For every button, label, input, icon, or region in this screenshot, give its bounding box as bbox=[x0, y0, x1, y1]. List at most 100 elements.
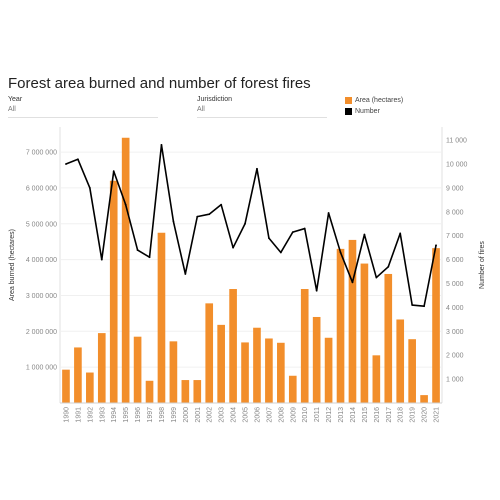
bar[interactable] bbox=[62, 369, 70, 403]
line-point[interactable] bbox=[339, 251, 342, 254]
line-point[interactable] bbox=[112, 170, 115, 173]
jurisdiction-filter-value[interactable]: All bbox=[197, 106, 205, 113]
bar[interactable] bbox=[145, 380, 154, 403]
x-tick-label: 2021 bbox=[434, 407, 441, 423]
bar[interactable] bbox=[312, 316, 321, 403]
y-tick-label: 7 000 000 bbox=[26, 150, 57, 157]
bar[interactable] bbox=[229, 289, 237, 403]
x-tick-label: 2017 bbox=[386, 407, 393, 423]
line-point[interactable] bbox=[136, 249, 139, 251]
line-point[interactable] bbox=[124, 203, 127, 206]
bar[interactable] bbox=[420, 395, 428, 403]
x-tick-label: 1995 bbox=[123, 407, 130, 423]
bar[interactable] bbox=[133, 336, 142, 403]
bar[interactable] bbox=[300, 289, 309, 403]
bar[interactable] bbox=[97, 333, 106, 403]
bar[interactable] bbox=[372, 355, 381, 403]
number-series-line[interactable] bbox=[65, 144, 437, 308]
line-point[interactable] bbox=[399, 232, 402, 235]
bar[interactable] bbox=[360, 263, 369, 403]
bar[interactable] bbox=[74, 347, 82, 403]
line-point[interactable] bbox=[387, 265, 390, 268]
bar[interactable] bbox=[348, 239, 357, 403]
line-point[interactable] bbox=[65, 163, 67, 165]
y2-tick-label: 1 000 bbox=[446, 377, 464, 384]
bar[interactable] bbox=[324, 337, 333, 403]
bar[interactable] bbox=[217, 324, 225, 403]
line-point[interactable] bbox=[208, 213, 211, 216]
x-tick-label: 2001 bbox=[195, 407, 202, 423]
line-point[interactable] bbox=[232, 246, 234, 249]
x-tick-label: 2003 bbox=[219, 407, 226, 423]
line-point[interactable] bbox=[411, 304, 414, 306]
bar[interactable] bbox=[241, 342, 249, 403]
line-point[interactable] bbox=[220, 203, 223, 206]
line-point[interactable] bbox=[303, 227, 306, 230]
x-tick-label: 2015 bbox=[362, 407, 369, 423]
line-point[interactable] bbox=[172, 220, 175, 223]
legend: Area (hectares) Number bbox=[345, 95, 403, 117]
x-tick-label: 2012 bbox=[326, 407, 333, 423]
x-tick-label: 2010 bbox=[302, 407, 309, 423]
line-point[interactable] bbox=[268, 237, 270, 240]
line-point[interactable] bbox=[279, 251, 282, 254]
legend-item-area[interactable]: Area (hectares) bbox=[345, 95, 403, 106]
line-point[interactable] bbox=[363, 233, 366, 236]
y-tick-label: 3 000 000 bbox=[26, 293, 57, 300]
y2-tick-label: 10 000 bbox=[446, 162, 468, 169]
x-tick-label: 2013 bbox=[338, 407, 345, 423]
line-point[interactable] bbox=[315, 289, 318, 292]
line-point[interactable] bbox=[184, 273, 187, 275]
x-tick-label: 2014 bbox=[350, 407, 357, 423]
line-point[interactable] bbox=[423, 305, 425, 308]
jurisdiction-filter[interactable]: Jurisdiction All bbox=[197, 96, 232, 113]
line-point[interactable] bbox=[244, 222, 246, 225]
bar[interactable] bbox=[408, 339, 416, 403]
year-filter[interactable]: Year All bbox=[8, 96, 22, 113]
bar[interactable] bbox=[181, 380, 190, 403]
bar[interactable] bbox=[396, 319, 405, 403]
legend-label-number: Number bbox=[355, 108, 380, 115]
x-tick-label: 2016 bbox=[374, 407, 381, 423]
line-point[interactable] bbox=[435, 244, 437, 247]
bar[interactable] bbox=[169, 341, 178, 403]
x-tick-label: 2002 bbox=[207, 407, 214, 423]
bar[interactable] bbox=[193, 380, 202, 403]
line-point[interactable] bbox=[256, 167, 258, 170]
legend-item-number[interactable]: Number bbox=[345, 106, 403, 117]
x-tick-label: 2019 bbox=[410, 407, 417, 423]
bar[interactable] bbox=[384, 273, 393, 403]
line-point[interactable] bbox=[160, 144, 163, 146]
y2-tick-label: 2 000 bbox=[446, 353, 464, 360]
x-tick-label: 1998 bbox=[159, 407, 166, 423]
bar[interactable] bbox=[157, 232, 166, 403]
bar[interactable] bbox=[432, 248, 440, 403]
bar[interactable] bbox=[253, 327, 261, 403]
line-point[interactable] bbox=[77, 158, 79, 161]
bar[interactable] bbox=[205, 303, 214, 403]
bar[interactable] bbox=[86, 372, 94, 403]
line-point[interactable] bbox=[375, 276, 378, 279]
bar[interactable] bbox=[336, 248, 345, 403]
bar[interactable] bbox=[121, 137, 130, 404]
line-point[interactable] bbox=[291, 231, 294, 234]
y2-tick-label: 4 000 bbox=[446, 305, 464, 312]
line-point[interactable] bbox=[327, 212, 330, 214]
bar[interactable] bbox=[277, 342, 285, 403]
line-point[interactable] bbox=[148, 256, 151, 259]
x-tick-label: 2009 bbox=[290, 407, 297, 423]
bar[interactable] bbox=[109, 180, 118, 403]
y-tick-label: 5 000 000 bbox=[26, 221, 57, 228]
y-tick-label: 2 000 000 bbox=[26, 329, 57, 336]
line-point[interactable] bbox=[351, 281, 354, 284]
line-point[interactable] bbox=[88, 187, 91, 189]
line-point[interactable] bbox=[100, 258, 103, 261]
x-tick-label: 2000 bbox=[183, 407, 190, 423]
year-filter-value[interactable]: All bbox=[8, 106, 16, 113]
line-point[interactable] bbox=[196, 215, 199, 218]
bar[interactable] bbox=[288, 375, 297, 403]
x-tick-label: 2004 bbox=[231, 407, 238, 423]
bar[interactable] bbox=[265, 338, 273, 403]
y2-tick-label: 5 000 bbox=[446, 281, 464, 288]
